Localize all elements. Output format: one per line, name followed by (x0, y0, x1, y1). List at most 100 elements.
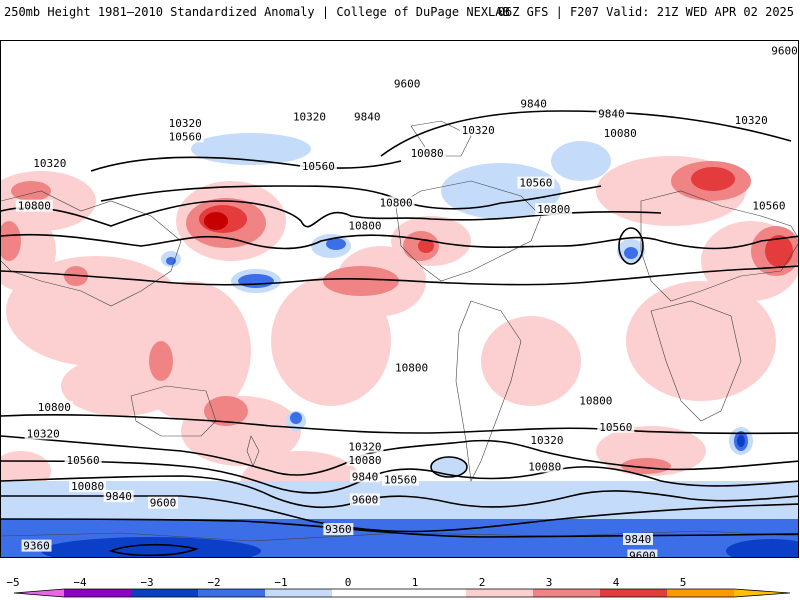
colorbar-cell-neg4 (64, 589, 131, 597)
contour-label-bg (69, 480, 107, 493)
height-contours (1, 110, 798, 557)
contour-label: 10320 (530, 434, 563, 447)
anomaly-map: 9600 9600 9840 9840 9840 10320 10320 10320 10320… (1, 44, 798, 559)
colorbar-cell-pos2 (533, 589, 600, 597)
contour-label: 9840 (520, 97, 547, 110)
colorbar-cell-neg3 (131, 589, 198, 597)
contour-label: 9840 (598, 107, 625, 120)
colorbar-cell-pos4 (667, 589, 734, 597)
contour-label: 10320 (27, 427, 60, 440)
contour-label-bg (346, 219, 384, 232)
contour-label: 10800 (348, 220, 381, 233)
contour-label: 9600 (150, 497, 177, 510)
contour-label: 10560 (169, 130, 202, 143)
contour-label: 10080 (71, 480, 104, 493)
contour-label: 10560 (752, 200, 785, 213)
colorbar-tick-label: 2 (479, 576, 486, 589)
colorbar-cell-neg2 (198, 589, 265, 597)
contour-label: 10800 (18, 200, 51, 213)
colorbar-ticks: −5 −4 −3 −2 −1 0 1 2 3 4 5 (6, 576, 686, 589)
contour-label: 10320 (169, 117, 202, 130)
colorbar-tick-label: 0 (345, 576, 352, 589)
contour-label-bg (35, 401, 73, 413)
contour-label-bg (392, 77, 423, 90)
contour-label-bg (346, 440, 384, 453)
contour-label-bg (166, 130, 204, 143)
colorbar-cell-pos5 (734, 589, 790, 597)
contour-label: 9600 (629, 550, 656, 559)
contour-label-bg (291, 110, 329, 123)
contour-label: 9600 (352, 493, 379, 506)
contour-label: 10560 (519, 177, 552, 190)
contour-label-bg (352, 110, 383, 123)
contour-label-bg (750, 199, 788, 212)
contour-label-bg (596, 107, 627, 120)
contour-label-bg (517, 176, 555, 189)
contour-label-bg (103, 490, 134, 503)
contour-label: 10320 (293, 111, 326, 124)
contour-label-bg (459, 123, 497, 136)
contour-label-bg (31, 156, 69, 169)
contour-label: 9600 (394, 78, 421, 91)
contour-label-bg (299, 160, 337, 173)
contour-label-bg (349, 493, 380, 506)
contour-label-bg (577, 394, 615, 407)
colorbar-tick-label: 1 (412, 576, 419, 589)
contour-label-bg (377, 196, 415, 209)
contour-label: 10800 (537, 203, 570, 216)
contour-label: 10080 (604, 127, 637, 140)
colorbar-tick-label: −5 (6, 576, 19, 589)
colorbar-cell-zero-pos (399, 589, 466, 597)
contour-label-bg (597, 420, 635, 433)
colorbar-cell-zero-neg (332, 589, 399, 597)
colorbar-tick-label: −4 (73, 576, 87, 589)
anomaly-shading-positive-4 (204, 212, 228, 230)
colorbar-cell-pos3 (600, 589, 667, 597)
contour-label-bg (518, 97, 549, 110)
contour-label: 10800 (38, 401, 71, 414)
contour-label: 10560 (67, 454, 100, 467)
contour-label: 9600 (771, 45, 798, 58)
anomaly-shading-negative-3 (41, 435, 798, 557)
contour-label: 9840 (105, 490, 132, 503)
contour-label: 10560 (599, 421, 632, 434)
contour-label-bg (349, 470, 380, 483)
colorbar-tick-label: 3 (546, 576, 553, 589)
contour-label-bg (24, 427, 62, 440)
contour-label-bg (166, 117, 204, 130)
contour-label: 10800 (379, 196, 412, 209)
contour-label-bg (769, 44, 798, 57)
contour-label-bg (622, 533, 653, 545)
contour-label-bg (535, 203, 573, 215)
contour-label-bg (64, 453, 102, 466)
model-valid-time: 06Z GFS | F207 Valid: 21Z WED APR 02 202… (497, 5, 794, 19)
contour-label-bg (382, 473, 419, 486)
colorbar-outline (13, 588, 791, 598)
contour-label-bg (393, 361, 431, 374)
contour-label-bg (323, 523, 354, 536)
contour-label: 9840 (354, 111, 381, 124)
contour-label: 9840 (625, 533, 652, 546)
colorbar-cell-pos1 (466, 589, 533, 597)
contour-label-bg (601, 127, 639, 140)
contour-label-bg (346, 453, 384, 466)
contour-label-bg (627, 549, 658, 557)
contour-label: 10800 (395, 361, 428, 374)
anomaly-colorbar: −5 −4 −3 −2 −1 0 1 2 3 4 5 (6, 576, 791, 598)
colorbar-tick-label: −1 (274, 576, 287, 589)
colorbar-cell-neg5 (14, 589, 64, 597)
contour-label-bg (15, 199, 53, 212)
contour-label-bg (408, 146, 446, 159)
contour-label: 10560 (384, 474, 417, 487)
contour-label: 9840 (352, 470, 379, 483)
colorbar-tick-label: −2 (207, 576, 220, 589)
contour-label: 10080 (528, 460, 561, 473)
contour-label: 10320 (348, 441, 381, 454)
colorbar-tick-label: 4 (613, 576, 620, 589)
contour-label: 10080 (411, 147, 444, 160)
contour-label: 9360 (325, 523, 352, 536)
contour-label: 10800 (579, 394, 612, 407)
contour-label: 10320 (735, 114, 768, 127)
contour-label: 9360 (23, 540, 50, 553)
contour-label-bg (526, 460, 564, 473)
